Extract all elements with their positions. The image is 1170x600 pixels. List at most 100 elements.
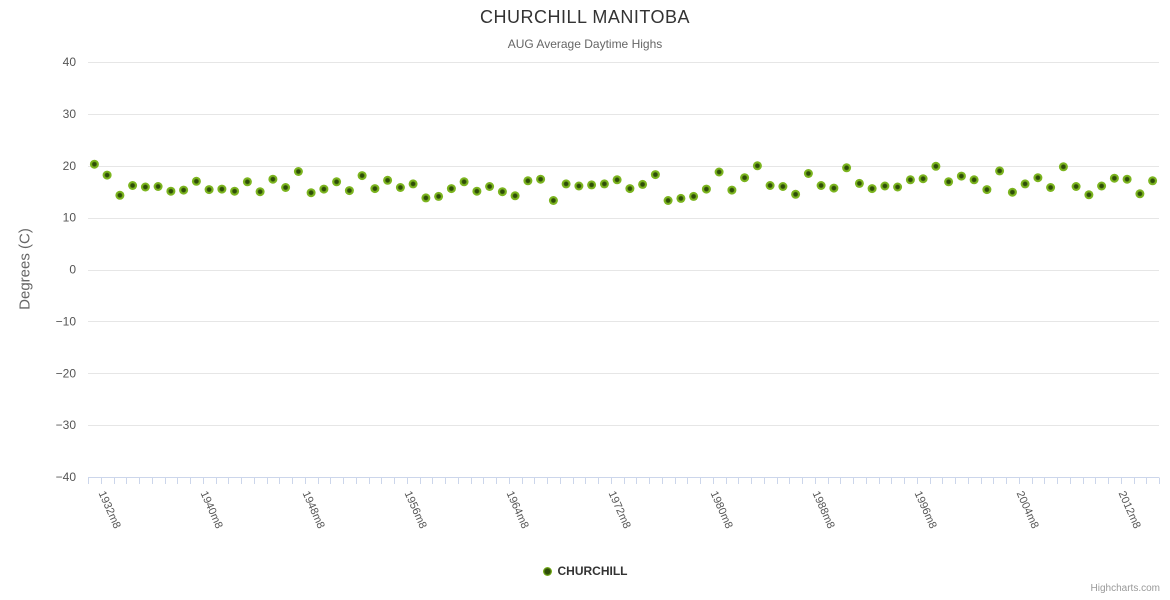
data-point[interactable] — [281, 183, 291, 192]
data-point[interactable] — [268, 174, 278, 184]
data-point[interactable] — [1071, 182, 1081, 191]
data-point[interactable] — [599, 179, 609, 189]
data-point[interactable] — [574, 181, 584, 191]
data-point[interactable] — [357, 171, 367, 181]
x-axis-tick-label: 1948m8 — [300, 489, 327, 530]
data-point[interactable] — [140, 182, 150, 192]
data-point[interactable] — [867, 184, 877, 194]
data-point[interactable] — [332, 177, 342, 187]
data-point[interactable] — [1084, 190, 1094, 200]
x-axis-tick-label: 2012m8 — [1116, 489, 1143, 530]
data-point[interactable] — [842, 163, 852, 173]
data-point[interactable] — [714, 167, 724, 177]
data-point[interactable] — [791, 189, 801, 199]
data-point[interactable] — [204, 185, 214, 195]
data-point[interactable] — [1135, 189, 1145, 199]
data-point[interactable] — [115, 190, 125, 200]
data-point[interactable] — [778, 182, 788, 191]
data-point[interactable] — [255, 187, 265, 197]
data-point[interactable] — [803, 169, 813, 178]
data-point[interactable] — [497, 187, 507, 197]
data-point[interactable] — [293, 167, 303, 176]
y-axis-tick-label: 0 — [69, 263, 76, 277]
data-point[interactable] — [434, 191, 444, 201]
data-point[interactable] — [383, 175, 393, 185]
data-point[interactable] — [306, 188, 316, 198]
data-point[interactable] — [918, 174, 928, 184]
data-point[interactable] — [752, 161, 762, 171]
data-point[interactable] — [561, 179, 571, 189]
data-point[interactable] — [1020, 179, 1030, 189]
data-point[interactable] — [1148, 176, 1158, 186]
highcharts-credits-link[interactable]: Highcharts.com — [1090, 583, 1160, 594]
data-point[interactable] — [536, 174, 546, 184]
data-point[interactable] — [319, 184, 329, 194]
data-point[interactable] — [956, 171, 966, 181]
data-point[interactable] — [421, 193, 431, 203]
data-point[interactable] — [995, 166, 1005, 176]
data-point[interactable] — [242, 177, 252, 187]
data-point[interactable] — [230, 186, 240, 196]
data-point[interactable] — [102, 170, 112, 180]
data-point[interactable] — [1046, 183, 1056, 192]
data-point[interactable] — [485, 182, 495, 191]
data-point[interactable] — [625, 184, 635, 194]
data-point[interactable] — [128, 181, 138, 190]
data-point[interactable] — [1122, 174, 1132, 184]
data-point[interactable] — [395, 183, 405, 192]
data-point[interactable] — [191, 176, 201, 186]
data-point[interactable] — [217, 184, 227, 194]
legend-series-label: CHURCHILL — [557, 564, 628, 578]
data-point[interactable] — [408, 179, 418, 189]
data-point[interactable] — [370, 184, 380, 194]
x-axis-tick-label: 1964m8 — [504, 489, 531, 530]
data-point[interactable] — [523, 176, 533, 186]
data-point[interactable] — [638, 179, 648, 189]
x-axis-tick-label: 1972m8 — [606, 489, 633, 530]
data-point[interactable] — [727, 185, 737, 195]
data-point[interactable] — [166, 186, 176, 196]
data-point[interactable] — [689, 191, 699, 201]
data-point[interactable] — [931, 161, 941, 171]
data-point[interactable] — [893, 182, 903, 192]
data-point[interactable] — [472, 186, 482, 196]
data-point[interactable] — [663, 196, 673, 205]
y-axis-tick-label: −30 — [56, 418, 77, 432]
data-point[interactable] — [816, 181, 826, 190]
x-axis-tick-label: 1988m8 — [810, 489, 837, 530]
data-point[interactable] — [740, 173, 750, 183]
data-point[interactable] — [89, 159, 99, 169]
data-point[interactable] — [179, 185, 189, 195]
x-axis-tick-label: 2004m8 — [1014, 489, 1041, 530]
data-point[interactable] — [944, 177, 954, 187]
data-point[interactable] — [676, 193, 686, 203]
data-point[interactable] — [765, 181, 775, 190]
data-point[interactable] — [1058, 162, 1068, 172]
legend-series-marker-icon — [542, 566, 552, 576]
data-point[interactable] — [153, 182, 163, 191]
data-point[interactable] — [612, 175, 622, 185]
data-point[interactable] — [905, 175, 915, 185]
data-point[interactable] — [969, 175, 979, 185]
data-point[interactable] — [548, 196, 558, 205]
data-point[interactable] — [1033, 173, 1043, 183]
data-point[interactable] — [446, 184, 456, 194]
data-point[interactable] — [587, 180, 597, 190]
data-point[interactable] — [510, 191, 520, 201]
data-point[interactable] — [459, 177, 469, 187]
data-point[interactable] — [1097, 181, 1107, 191]
y-axis-tick-label: 20 — [63, 159, 77, 173]
data-point[interactable] — [650, 170, 660, 180]
data-point[interactable] — [1109, 173, 1119, 183]
data-point[interactable] — [344, 186, 354, 196]
data-point[interactable] — [1007, 187, 1017, 197]
data-point[interactable] — [880, 181, 890, 191]
y-axis-tick-label: −20 — [56, 366, 77, 380]
data-point[interactable] — [854, 178, 864, 188]
y-axis-tick-label: −40 — [56, 470, 77, 484]
data-point[interactable] — [701, 184, 711, 194]
data-point[interactable] — [829, 183, 839, 193]
data-point[interactable] — [982, 185, 992, 195]
legend[interactable]: CHURCHILL — [0, 564, 1170, 578]
